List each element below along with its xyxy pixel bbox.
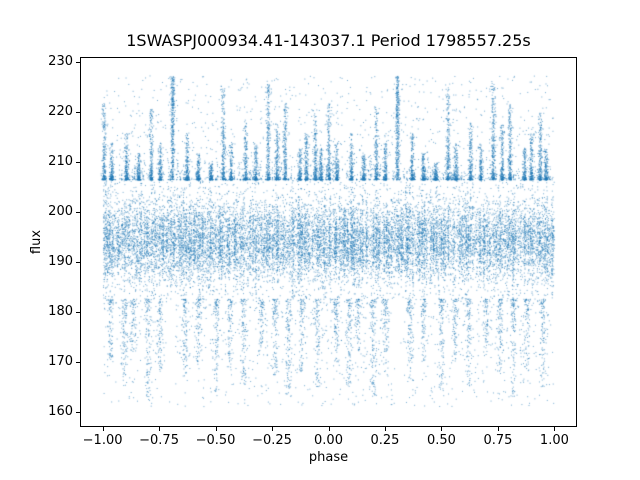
chart-title: 1SWASPJ000934.41-143037.1 Period 1798557… bbox=[126, 31, 531, 50]
y-tick-label: 190 bbox=[48, 254, 73, 269]
plot-area bbox=[80, 57, 577, 427]
x-tick-mark bbox=[215, 427, 217, 431]
y-tick-mark bbox=[76, 412, 80, 413]
y-tick-label: 160 bbox=[48, 404, 73, 419]
y-tick-mark bbox=[76, 112, 80, 113]
x-tick-mark bbox=[554, 427, 556, 431]
y-tick-label: 230 bbox=[48, 54, 73, 69]
y-tick-label: 210 bbox=[48, 154, 73, 169]
y-tick-mark bbox=[76, 162, 80, 163]
x-tick-label: −1.00 bbox=[82, 433, 123, 448]
x-tick-label: 0.25 bbox=[370, 433, 400, 448]
y-tick-label: 180 bbox=[48, 304, 73, 319]
x-tick-mark bbox=[384, 427, 386, 431]
x-tick-label: −0.25 bbox=[252, 433, 292, 448]
x-tick-mark bbox=[328, 427, 330, 431]
y-tick-label: 170 bbox=[48, 354, 73, 369]
x-tick-label: 0.50 bbox=[426, 433, 456, 448]
y-tick-mark bbox=[76, 212, 80, 213]
y-tick-label: 220 bbox=[48, 104, 73, 119]
x-tick-mark bbox=[497, 427, 499, 431]
x-tick-mark bbox=[159, 427, 161, 431]
y-tick-mark bbox=[76, 362, 80, 363]
y-tick-mark bbox=[76, 312, 80, 313]
y-axis-label: flux bbox=[29, 229, 44, 255]
x-tick-label: 0.00 bbox=[314, 433, 343, 448]
x-axis-label: phase bbox=[308, 450, 349, 465]
x-tick-mark bbox=[441, 427, 443, 431]
y-tick-label: 200 bbox=[48, 204, 73, 219]
x-tick-label: 0.75 bbox=[483, 433, 513, 448]
y-tick-mark bbox=[76, 262, 80, 263]
scatter-points bbox=[81, 58, 576, 426]
x-tick-label: 1.00 bbox=[539, 433, 569, 448]
x-tick-label: −0.75 bbox=[139, 433, 179, 448]
x-tick-mark bbox=[102, 427, 104, 431]
x-tick-mark bbox=[272, 427, 274, 431]
y-tick-mark bbox=[76, 62, 80, 63]
x-tick-label: −0.50 bbox=[195, 433, 236, 448]
